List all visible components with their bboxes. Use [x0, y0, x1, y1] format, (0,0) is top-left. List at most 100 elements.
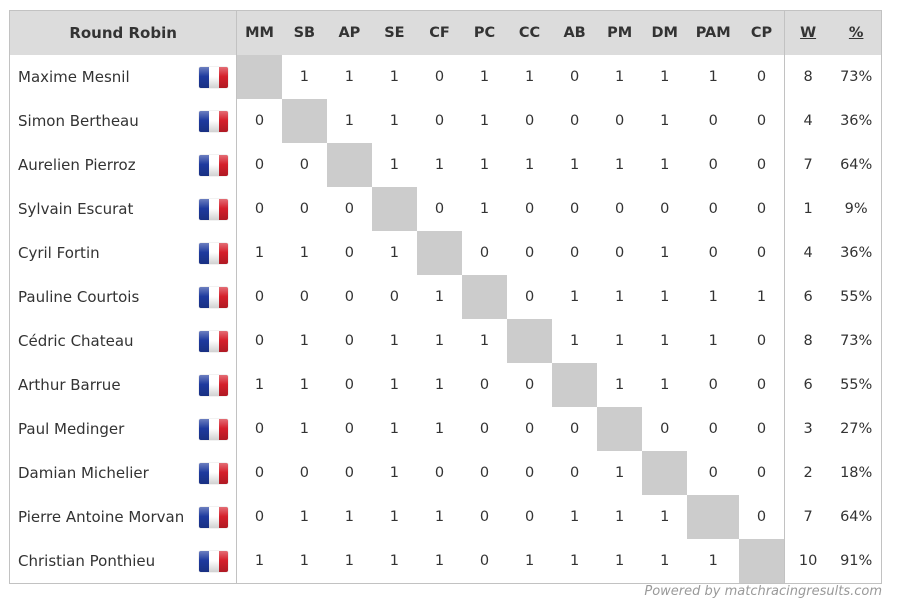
- table-row: Cyril Fortin 1 1 0 1 0 0 0 0 1 0 0 4 36%: [8, 231, 883, 275]
- wins-header-label[interactable]: W: [800, 25, 817, 41]
- result-cell: 1: [615, 509, 625, 525]
- result-cell: 1: [389, 113, 400, 129]
- column-header-5: PC: [461, 10, 508, 55]
- table-row: Damian Michelier 0 0 0 1 0 0 0 0 1 0 0 2 18%: [8, 451, 883, 495]
- self-match-cell: [642, 451, 688, 495]
- self-match-cell: [281, 99, 327, 143]
- result-cell: 1: [569, 157, 580, 173]
- flag-cell: [192, 231, 237, 275]
- percent-cell: 64%: [831, 495, 883, 539]
- powered-by-credit: Powered by matchracingresults.com: [644, 584, 882, 599]
- france-flag-icon: [199, 286, 229, 308]
- skipper-name: Pierre Antoine Morvan: [8, 495, 192, 539]
- result-cell: 1: [479, 157, 490, 173]
- result-cell: 0: [524, 201, 535, 217]
- result-cell: 0: [479, 421, 490, 437]
- result-cell: 0: [569, 69, 580, 85]
- wins-column-header[interactable]: W: [783, 10, 832, 55]
- result-cell: 1: [299, 509, 309, 525]
- result-cell: 0: [660, 201, 670, 217]
- result-cell: 0: [756, 465, 767, 481]
- result-cell: 1: [687, 539, 740, 584]
- self-match-cell: [507, 319, 553, 363]
- result-cell: 0: [524, 113, 535, 129]
- result-cell: 1: [389, 245, 400, 261]
- percent-cell: 18%: [831, 451, 883, 495]
- result-cell: 0: [756, 333, 767, 349]
- self-match-cell: [371, 187, 417, 231]
- wins-cell: 7: [783, 495, 832, 539]
- france-flag-icon: [199, 550, 229, 572]
- table-body: Maxime Mesnil 1 1 1 0 1 1 0 1 1 1 0 8 73% Simon Berthe…: [8, 55, 883, 584]
- skipper-name: Simon Bertheau: [8, 99, 192, 143]
- result-cell: 0: [756, 157, 767, 173]
- france-flag-icon: [199, 418, 229, 440]
- result-cell: 1: [281, 539, 327, 584]
- result-cell: 0: [524, 509, 535, 525]
- result-cell: 1: [524, 69, 535, 85]
- percent-column-header[interactable]: %: [831, 10, 883, 55]
- france-flag-icon: [199, 330, 229, 352]
- result-cell: 1: [389, 421, 400, 437]
- result-cell: 1: [389, 157, 400, 173]
- result-cell: 1: [569, 289, 580, 305]
- result-cell: 1: [660, 157, 670, 173]
- result-cell: 0: [344, 289, 354, 305]
- result-cell: 0: [708, 245, 718, 261]
- result-cell: 0: [344, 377, 354, 393]
- flag-cell: [192, 495, 237, 539]
- result-cell: 1: [236, 231, 282, 275]
- result-cell: 1: [642, 539, 688, 584]
- result-cell: 0: [236, 319, 282, 363]
- france-flag-icon: [199, 198, 229, 220]
- flag-cell: [192, 451, 237, 495]
- flag-cell: [191, 539, 237, 584]
- percent-cell: 73%: [831, 319, 883, 363]
- percent-cell: 64%: [831, 143, 883, 187]
- result-cell: 1: [615, 333, 625, 349]
- france-flag-icon: [199, 66, 229, 88]
- result-cell: 0: [236, 143, 282, 187]
- result-cell: 0: [615, 245, 625, 261]
- table-row: Simon Bertheau 0 1 1 0 1 0 0 0 1 0 0 4 36%: [8, 99, 883, 143]
- percent-cell: 55%: [831, 363, 883, 407]
- result-cell: 0: [344, 465, 354, 481]
- percent-cell: 91%: [831, 539, 883, 584]
- result-cell: 0: [299, 289, 309, 305]
- self-match-cell: [739, 539, 785, 584]
- result-cell: 0: [524, 377, 535, 393]
- table-row: Sylvain Escurat 0 0 0 0 1 0 0 0 0 0 0 1 9%: [8, 187, 883, 231]
- result-cell: 0: [708, 421, 718, 437]
- result-cell: 1: [299, 245, 309, 261]
- result-cell: 0: [434, 113, 445, 129]
- result-cell: 1: [479, 113, 490, 129]
- result-cell: 0: [708, 157, 718, 173]
- result-cell: 0: [236, 451, 282, 495]
- result-cell: 1: [569, 509, 580, 525]
- result-cell: 0: [660, 421, 670, 437]
- self-match-cell: [597, 407, 643, 451]
- percent-cell: 55%: [831, 275, 883, 319]
- result-cell: 0: [756, 69, 767, 85]
- result-cell: 0: [479, 377, 490, 393]
- result-cell: 1: [299, 421, 309, 437]
- result-cell: 1: [344, 509, 354, 525]
- result-cell: 1: [524, 157, 535, 173]
- result-cell: 0: [389, 289, 400, 305]
- wins-cell: 3: [783, 407, 832, 451]
- result-cell: 1: [389, 333, 400, 349]
- result-cell: 1: [479, 69, 490, 85]
- result-cell: 0: [479, 509, 490, 525]
- header-row: Round Robin MM SB AP SE CF PC CC AB PM DM PAM CP W%: [8, 10, 883, 55]
- skipper-name: Christian Ponthieu: [8, 539, 192, 584]
- skipper-name: Aurelien Pierroz: [8, 143, 192, 187]
- result-cell: 1: [371, 539, 417, 584]
- result-cell: 0: [708, 201, 718, 217]
- result-cell: 1: [660, 509, 670, 525]
- table-row: Cédric Chateau 0 1 0 1 1 1 1 1 1 1 0 8 73%: [8, 319, 883, 363]
- result-cell: 1: [389, 69, 400, 85]
- table-row: Paul Medinger 0 1 0 1 1 0 0 0 0 0 0 3 27%: [8, 407, 883, 451]
- percent-header-label[interactable]: %: [848, 25, 864, 41]
- result-cell: 0: [299, 157, 309, 173]
- result-cell: 0: [524, 465, 535, 481]
